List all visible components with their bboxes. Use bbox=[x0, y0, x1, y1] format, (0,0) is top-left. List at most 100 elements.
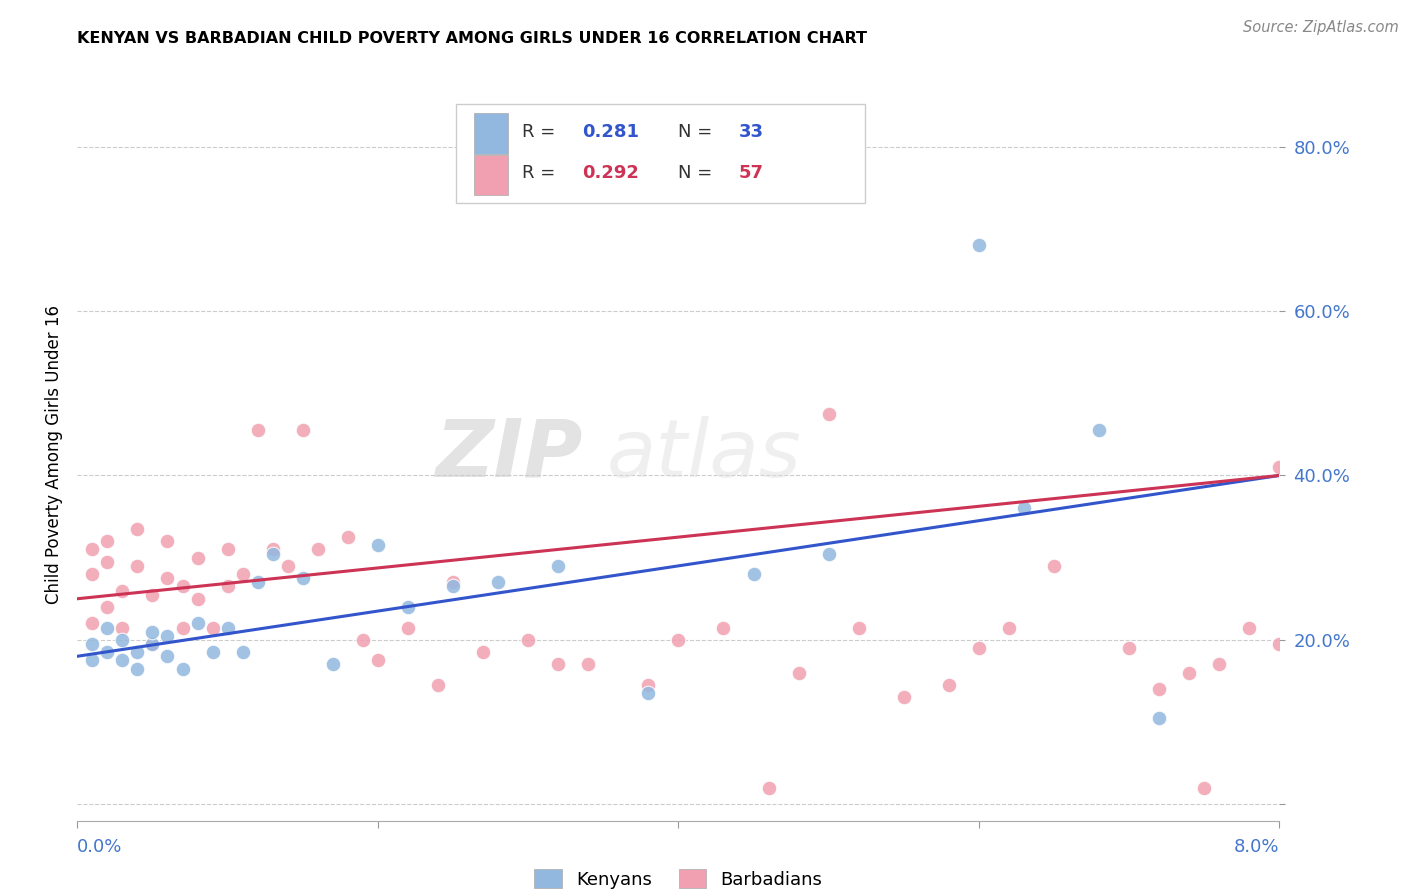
Point bbox=[217, 542, 239, 557]
Point bbox=[96, 645, 118, 659]
Point bbox=[893, 690, 915, 705]
Point bbox=[637, 686, 659, 700]
Point bbox=[246, 575, 269, 590]
Text: 0.292: 0.292 bbox=[582, 164, 640, 182]
Point bbox=[938, 678, 960, 692]
Point bbox=[817, 547, 839, 561]
Text: R =: R = bbox=[522, 123, 561, 141]
Point bbox=[172, 579, 194, 593]
Point bbox=[1149, 711, 1171, 725]
Point bbox=[262, 547, 284, 561]
Point bbox=[201, 620, 224, 634]
Text: 8.0%: 8.0% bbox=[1234, 838, 1279, 855]
Point bbox=[291, 423, 314, 437]
Point bbox=[427, 678, 450, 692]
Point bbox=[277, 558, 299, 573]
Point bbox=[186, 591, 209, 606]
Text: 57: 57 bbox=[738, 164, 763, 182]
Point bbox=[156, 629, 179, 643]
Point bbox=[1178, 665, 1201, 680]
Text: ZIP: ZIP bbox=[434, 416, 582, 494]
Point bbox=[82, 653, 104, 667]
Point bbox=[186, 616, 209, 631]
Point bbox=[441, 575, 464, 590]
Point bbox=[758, 780, 780, 795]
Point bbox=[82, 637, 104, 651]
Point bbox=[141, 624, 163, 639]
Point bbox=[156, 534, 179, 549]
Point bbox=[262, 542, 284, 557]
Text: N =: N = bbox=[679, 123, 718, 141]
Point bbox=[1208, 657, 1230, 672]
Point bbox=[307, 542, 329, 557]
Point bbox=[396, 599, 419, 614]
Legend: Kenyans, Barbadians: Kenyans, Barbadians bbox=[527, 862, 830, 892]
Point bbox=[787, 665, 810, 680]
Point bbox=[111, 583, 134, 598]
Point bbox=[201, 645, 224, 659]
Point bbox=[141, 637, 163, 651]
Point bbox=[742, 567, 765, 582]
Point bbox=[217, 579, 239, 593]
FancyBboxPatch shape bbox=[474, 113, 508, 153]
Point bbox=[1149, 682, 1171, 697]
Point bbox=[367, 653, 389, 667]
Point bbox=[111, 632, 134, 647]
Point bbox=[156, 649, 179, 664]
Point bbox=[82, 616, 104, 631]
Text: 0.0%: 0.0% bbox=[77, 838, 122, 855]
Point bbox=[441, 579, 464, 593]
Point bbox=[82, 567, 104, 582]
Point bbox=[291, 571, 314, 585]
Point bbox=[1012, 501, 1035, 516]
Point bbox=[967, 238, 990, 252]
Point bbox=[367, 538, 389, 552]
Point bbox=[217, 620, 239, 634]
Point bbox=[1088, 423, 1111, 437]
Point bbox=[172, 662, 194, 676]
FancyBboxPatch shape bbox=[456, 103, 865, 202]
Point bbox=[336, 530, 359, 544]
Point bbox=[127, 522, 149, 536]
Point bbox=[1268, 460, 1291, 475]
Point bbox=[547, 558, 569, 573]
Point bbox=[668, 632, 690, 647]
Point bbox=[637, 678, 659, 692]
Point bbox=[96, 620, 118, 634]
Y-axis label: Child Poverty Among Girls Under 16: Child Poverty Among Girls Under 16 bbox=[45, 305, 63, 605]
Point bbox=[713, 620, 735, 634]
Text: 33: 33 bbox=[738, 123, 763, 141]
Point bbox=[848, 620, 870, 634]
Point bbox=[127, 645, 149, 659]
Text: Source: ZipAtlas.com: Source: ZipAtlas.com bbox=[1243, 20, 1399, 35]
Point bbox=[576, 657, 599, 672]
Point bbox=[817, 407, 839, 421]
Text: KENYAN VS BARBADIAN CHILD POVERTY AMONG GIRLS UNDER 16 CORRELATION CHART: KENYAN VS BARBADIAN CHILD POVERTY AMONG … bbox=[77, 31, 868, 46]
Point bbox=[322, 657, 344, 672]
Point bbox=[246, 423, 269, 437]
Point bbox=[82, 542, 104, 557]
Text: atlas: atlas bbox=[606, 416, 801, 494]
Point bbox=[172, 620, 194, 634]
Point bbox=[1118, 641, 1140, 656]
Point bbox=[96, 534, 118, 549]
Point bbox=[186, 550, 209, 565]
Point bbox=[472, 645, 495, 659]
Point bbox=[547, 657, 569, 672]
Point bbox=[517, 632, 540, 647]
Point bbox=[396, 620, 419, 634]
Point bbox=[1194, 780, 1216, 795]
Point bbox=[96, 555, 118, 569]
Point bbox=[232, 567, 254, 582]
Point bbox=[111, 653, 134, 667]
Point bbox=[1268, 637, 1291, 651]
Point bbox=[141, 588, 163, 602]
Point bbox=[486, 575, 509, 590]
Point bbox=[127, 662, 149, 676]
Point bbox=[1043, 558, 1066, 573]
Text: 0.281: 0.281 bbox=[582, 123, 640, 141]
Point bbox=[141, 637, 163, 651]
Point bbox=[1239, 620, 1261, 634]
Text: N =: N = bbox=[679, 164, 718, 182]
Point bbox=[96, 599, 118, 614]
